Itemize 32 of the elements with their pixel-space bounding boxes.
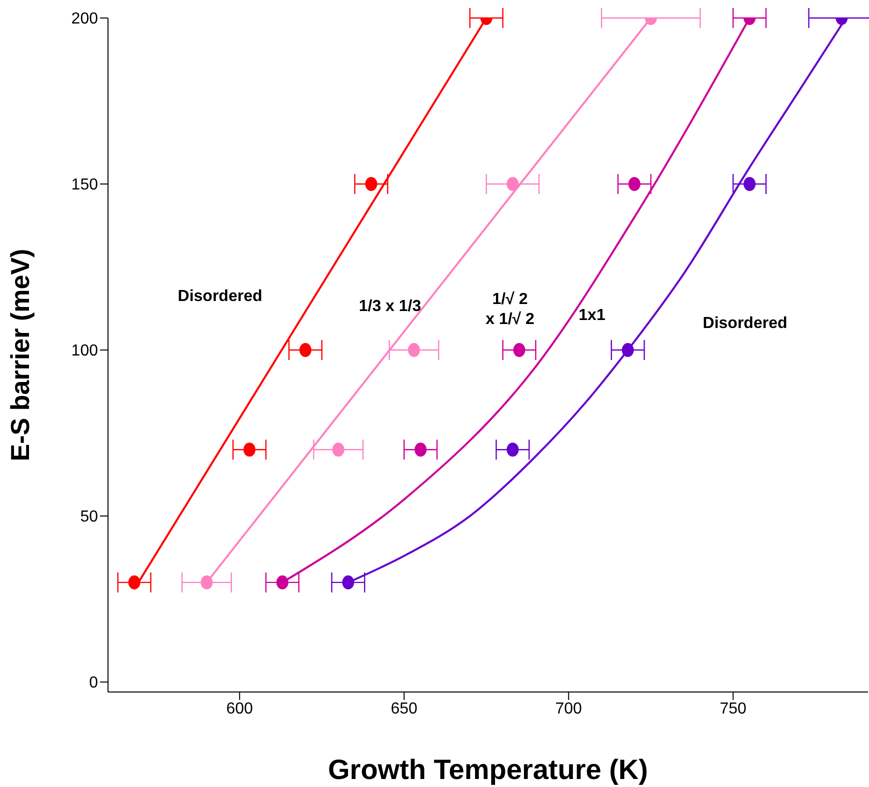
y-tick-label: 150 [71,176,98,194]
annotation: 1/3 x 1/3 [358,298,422,316]
point [128,575,140,590]
point [243,442,256,457]
point [365,177,378,192]
point [200,575,213,590]
point [622,343,634,358]
point [299,343,312,358]
y-tick-label: 50 [80,508,98,526]
x-axis-title: Growth Temperature (K) [328,754,648,785]
annotation: Disordered [178,288,262,306]
y-tick-label: 0 [89,674,98,692]
point [513,343,526,358]
point [744,177,756,192]
x-tick-label: 600 [226,700,254,718]
point [628,177,640,192]
y-axis-title: E-S barrier (meV) [5,248,36,462]
point [506,442,519,457]
point [342,575,354,590]
point [506,177,519,192]
point [414,442,427,457]
annotation: 1x1 [578,307,606,324]
y-tick-label: 200 [71,10,98,28]
point [276,575,288,590]
x-tick-label: 700 [555,700,582,718]
x-tick-label: 650 [390,700,418,718]
point [408,343,420,358]
x-tick-label: 750 [720,700,747,718]
annotation: 1/√ 2 x 1/√ 2 [486,291,535,328]
annotation: Disordered [702,315,788,332]
y-tick-label: 100 [71,342,98,360]
point [332,442,344,457]
